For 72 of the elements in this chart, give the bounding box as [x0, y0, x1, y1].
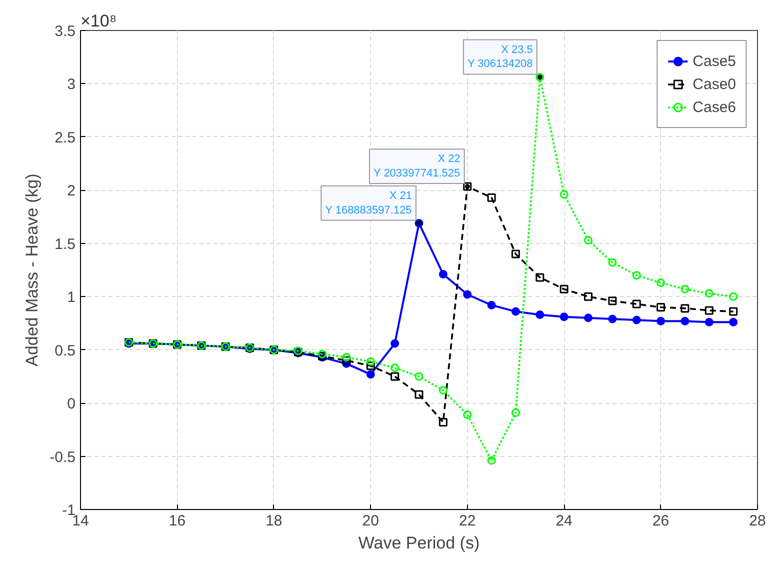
- point: [511, 307, 520, 316]
- point: [656, 316, 666, 326]
- y-tick-label: 1.5: [54, 236, 76, 253]
- point: [632, 271, 641, 280]
- y-tick-label: 3: [67, 76, 76, 94]
- legend-label: Case5: [692, 52, 736, 70]
- point: [366, 357, 375, 366]
- x-tick-label: 24: [556, 512, 572, 530]
- point: [487, 193, 496, 202]
- point: [656, 303, 666, 312]
- legend-label: Case0: [692, 76, 736, 92]
- y-tick-label: 1: [67, 289, 76, 306]
- y-tick-label: 0: [67, 396, 76, 413]
- point: [608, 258, 617, 267]
- point: [390, 339, 400, 348]
- point: [536, 273, 544, 282]
- point: [704, 318, 714, 326]
- point: [584, 236, 592, 244]
- point: [390, 364, 400, 372]
- point: [632, 316, 641, 324]
- point: [560, 190, 568, 199]
- point: [680, 284, 690, 294]
- point: [414, 390, 424, 399]
- point: [463, 290, 472, 299]
- y-tick-label: 2: [67, 182, 76, 200]
- point: [342, 353, 351, 362]
- point: [438, 270, 448, 278]
- x-tick-label: 18: [266, 512, 282, 530]
- x-axis-title: Wave Period (s): [358, 534, 480, 552]
- point: [511, 408, 520, 417]
- x-tick-label: 28: [749, 512, 766, 530]
- legend-label: Case6: [692, 98, 736, 116]
- point: [342, 356, 351, 365]
- point: [438, 386, 448, 395]
- annotation: X 23.5 Y 306134208: [467, 44, 533, 70]
- point: [366, 362, 375, 370]
- point: [487, 300, 496, 310]
- point: [463, 410, 472, 420]
- point: [729, 318, 738, 326]
- y-tick-label: 3.5: [54, 23, 76, 40]
- point: [608, 314, 617, 324]
- point: [560, 312, 568, 322]
- y-tick-label: 2.5: [54, 129, 76, 146]
- point: [584, 292, 592, 301]
- point: [680, 316, 690, 326]
- point: [608, 296, 617, 306]
- point: [584, 314, 592, 322]
- annotation: X 22 Y 203397741.525: [373, 153, 460, 180]
- point: [680, 304, 690, 313]
- point: [656, 278, 666, 288]
- point: [704, 306, 714, 315]
- point: [729, 307, 738, 316]
- point: [632, 300, 641, 308]
- x-tick-label: 16: [168, 512, 186, 530]
- y-tick-label: 0.5: [54, 342, 76, 360]
- y-tick-label: -0.5: [50, 448, 76, 466]
- point: [704, 289, 714, 298]
- x-tick-label: 26: [652, 512, 670, 530]
- point: [729, 292, 738, 301]
- annotation: X 21 Y 168883597.125: [325, 190, 412, 216]
- annotation: ×10⁸: [80, 12, 117, 30]
- point: [511, 250, 520, 258]
- point: [438, 418, 448, 426]
- point: [366, 370, 375, 379]
- point: [414, 372, 424, 381]
- point: [390, 372, 400, 381]
- point: [487, 456, 496, 465]
- point: [560, 284, 568, 294]
- x-tick-label: 20: [362, 512, 379, 530]
- y-axis-title: Added Mass - Heave (kg): [22, 174, 42, 366]
- x-tick-label: 22: [459, 512, 476, 530]
- point: [536, 310, 544, 319]
